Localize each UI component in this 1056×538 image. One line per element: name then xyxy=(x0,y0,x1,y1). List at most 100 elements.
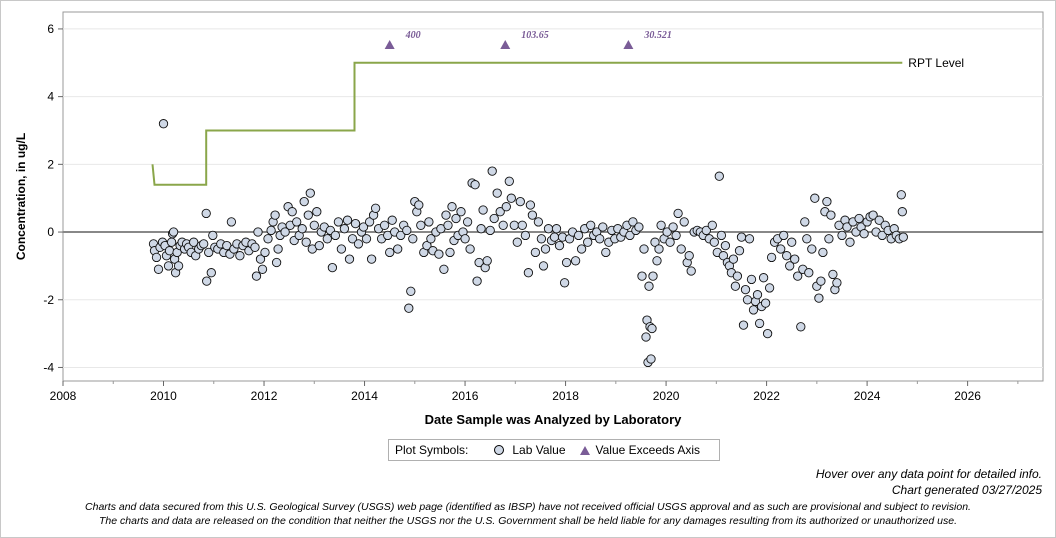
lab-value-point xyxy=(251,271,262,281)
x-tick-label: 2022 xyxy=(753,389,780,403)
y-tick-label: 4 xyxy=(47,90,54,104)
lab-value-point xyxy=(734,246,745,256)
lab-value-point xyxy=(414,200,424,210)
lab-value-point xyxy=(709,237,719,247)
lab-value-point xyxy=(206,268,216,278)
lab-value-point xyxy=(517,220,527,230)
lab-value-point xyxy=(301,237,311,247)
lab-value-point xyxy=(796,322,806,332)
x-tick-label: 2014 xyxy=(351,389,378,403)
lab-value-point xyxy=(764,283,775,293)
lab-value-point xyxy=(305,188,315,198)
lab-value-point xyxy=(470,180,480,190)
lab-value-point xyxy=(255,254,266,264)
lab-value-point xyxy=(647,323,657,334)
lab-value-point xyxy=(361,234,372,244)
lab-value-point xyxy=(487,166,497,176)
exceeds-axis-triangle-icon xyxy=(579,445,590,455)
x-axis-label: Date Sample was Analyzed by Laboratory xyxy=(425,412,682,427)
disclaimer-line-1: Charts and data secured from this U.S. G… xyxy=(85,501,971,513)
x-tick-label: 2012 xyxy=(251,389,278,403)
lab-value-point xyxy=(896,190,906,200)
lab-value-point xyxy=(509,220,519,230)
lab-value-point xyxy=(802,234,812,244)
lab-value-point xyxy=(543,224,554,234)
lab-value-point xyxy=(336,244,347,254)
x-tick-label: 2026 xyxy=(954,389,981,403)
lab-value-point xyxy=(358,222,369,232)
lab-value-point xyxy=(701,225,711,236)
lab-value-point xyxy=(396,230,406,241)
lab-value-point xyxy=(807,244,817,254)
lab-value-point xyxy=(339,224,350,234)
lab-value-point xyxy=(287,207,297,217)
lab-value-point xyxy=(766,252,777,263)
lab-value-point xyxy=(434,249,444,259)
lab-value-point xyxy=(492,188,502,198)
lab-value-point xyxy=(472,276,482,286)
lab-value-point xyxy=(441,210,451,220)
lab-value-point xyxy=(898,232,908,242)
y-tick-label: -4 xyxy=(43,360,54,374)
lab-value-point xyxy=(168,227,179,237)
lab-value-point xyxy=(530,247,541,258)
lab-value-point xyxy=(536,234,547,244)
lab-value-point xyxy=(314,240,324,251)
lab-value-point xyxy=(204,247,214,258)
lab-value-point xyxy=(686,266,696,276)
lab-value-point xyxy=(501,202,511,212)
exceeds-axis-value-label: 30.521 xyxy=(643,30,672,41)
lab-value-point xyxy=(832,278,842,288)
lab-value-point xyxy=(163,261,174,271)
lab-value-point xyxy=(520,230,531,241)
lab-value-point xyxy=(271,257,282,268)
lab-value-point xyxy=(776,244,786,254)
lab-value-point xyxy=(554,240,565,251)
lab-value-point xyxy=(439,264,449,274)
lab-value-point xyxy=(465,244,475,254)
lab-value-point xyxy=(874,215,884,225)
lab-value-point xyxy=(506,193,516,203)
x-tick-label: 2020 xyxy=(653,389,680,403)
lab-value-point xyxy=(280,227,290,237)
lab-value-point xyxy=(793,271,803,281)
lab-value-point xyxy=(586,220,596,230)
x-tick-label: 2024 xyxy=(854,389,881,403)
lab-value-point xyxy=(790,254,800,264)
lab-value-point xyxy=(387,215,397,225)
lab-value-point xyxy=(785,261,795,271)
lab-value-point xyxy=(424,217,434,227)
lab-value-point xyxy=(273,244,283,254)
lab-value-point xyxy=(189,237,199,247)
lab-value-point xyxy=(822,196,832,207)
lab-value-point xyxy=(728,254,739,264)
lab-value-point xyxy=(824,234,834,244)
lab-value-point xyxy=(309,220,319,230)
lab-value-point xyxy=(646,354,656,364)
lab-value-point xyxy=(570,256,581,266)
lab-value-point xyxy=(845,237,855,247)
lab-value-point xyxy=(656,220,666,230)
lab-value-point xyxy=(714,171,724,181)
lab-value-point xyxy=(451,213,461,224)
lab-value-point xyxy=(402,225,412,236)
lab-value-point xyxy=(485,225,495,236)
lab-value-point xyxy=(732,271,743,281)
lab-value-point xyxy=(299,196,309,207)
lab-value-point xyxy=(779,230,789,241)
lab-value-point xyxy=(312,207,322,217)
x-tick-label: 2018 xyxy=(552,389,579,403)
legend: Plot Symbols: Lab Value Value Exceeds Ax… xyxy=(388,439,720,461)
lab-value-point xyxy=(333,217,344,227)
lab-value-point xyxy=(350,218,361,229)
lab-value-point xyxy=(787,237,797,247)
lab-value-point xyxy=(628,217,638,227)
lab-value-point xyxy=(297,224,307,234)
lab-value-symbol-icon xyxy=(494,445,505,455)
lab-value-point xyxy=(652,256,662,266)
generated-note: Chart generated 03/27/2025 xyxy=(891,483,1042,497)
lab-value-point xyxy=(814,293,824,303)
lab-value-point xyxy=(158,119,169,129)
lab-value-point xyxy=(406,286,416,296)
lab-value-point xyxy=(456,207,466,217)
